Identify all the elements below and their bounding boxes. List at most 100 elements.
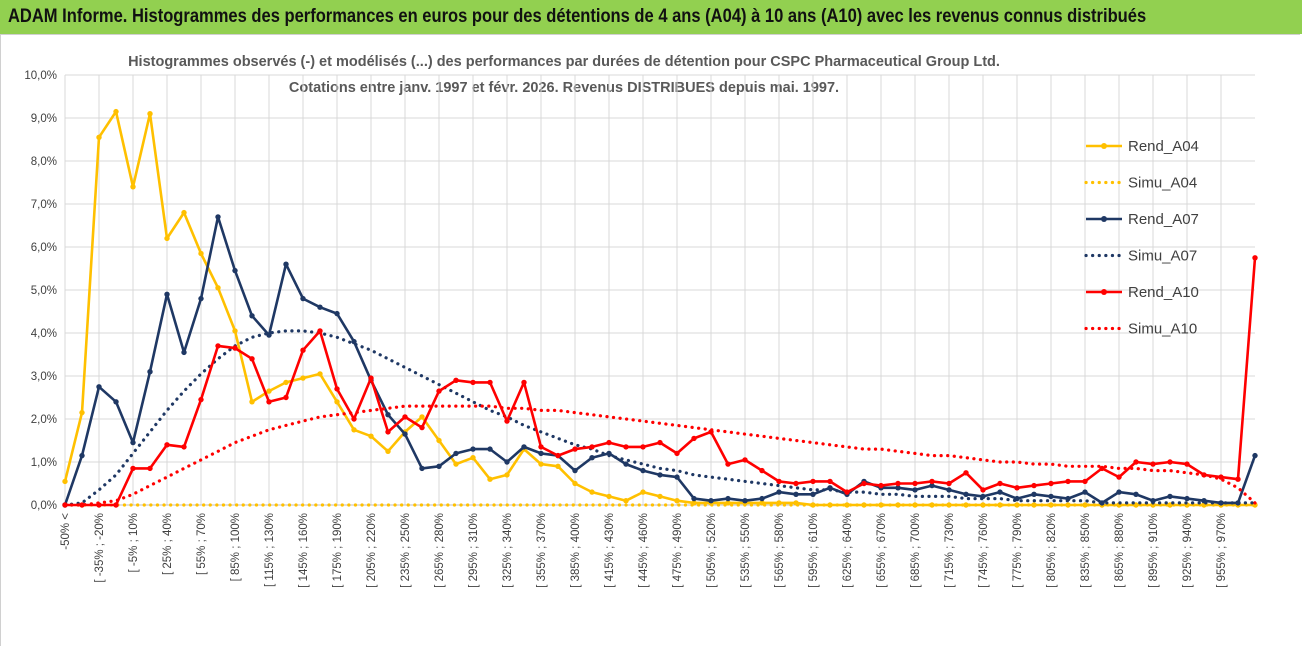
data-point-rend-a10 <box>283 394 289 401</box>
data-point-rend-a10 <box>300 347 306 353</box>
data-point-rend-a04 <box>606 493 612 500</box>
data-point-rend-a07 <box>963 491 969 497</box>
data-point-rend-a04 <box>164 235 170 242</box>
data-point-rend-a07 <box>130 439 136 446</box>
data-point-rend-a07 <box>572 467 578 474</box>
x-tick-label: [ 175% ; 190% <box>332 513 344 588</box>
y-tick-label: 2,0% <box>31 414 57 426</box>
data-point-rend-a10 <box>776 478 782 485</box>
data-point-rend-a10 <box>810 478 816 485</box>
x-tick-label: [ -35% ; -20% <box>94 513 106 583</box>
data-point-rend-a10 <box>878 482 884 489</box>
data-point-rend-a04 <box>130 184 136 190</box>
header-title: ADAM Informe. Histogrammes des performan… <box>8 6 1147 27</box>
data-point-rend-a07 <box>419 465 425 472</box>
data-point-rend-a07 <box>96 384 102 390</box>
data-point-rend-a07 <box>79 452 85 459</box>
y-tick-label: 8,0% <box>31 156 57 168</box>
data-point-rend-a07 <box>487 446 493 452</box>
data-point-rend-a04 <box>623 498 629 504</box>
data-point-rend-a07 <box>164 291 170 297</box>
y-tick-label: 7,0% <box>31 199 57 211</box>
data-point-rend-a07 <box>1031 491 1037 497</box>
data-point-rend-a07 <box>249 313 255 319</box>
data-point-rend-a10 <box>929 478 935 485</box>
data-point-rend-a10 <box>487 379 493 386</box>
data-point-rend-a10 <box>691 435 697 442</box>
data-point-rend-a04 <box>538 461 544 467</box>
y-tick-label: 3,0% <box>31 371 57 383</box>
x-tick-label: [ 745% ; 760% <box>978 513 990 588</box>
data-point-rend-a10 <box>997 480 1003 487</box>
header-banner: ADAM Informe. Histogrammes des performan… <box>0 0 1302 34</box>
data-point-rend-a07 <box>1082 489 1088 495</box>
legend-marker-rend-a07 <box>1101 216 1107 222</box>
data-point-rend-a04 <box>929 502 935 508</box>
data-point-rend-a07 <box>453 450 459 457</box>
data-point-rend-a04 <box>317 371 323 377</box>
x-tick-label: [ 55% ; 70% <box>196 513 208 575</box>
data-point-rend-a10 <box>861 480 867 487</box>
data-point-rend-a04 <box>674 498 680 504</box>
data-point-rend-a10 <box>1150 461 1156 467</box>
data-point-rend-a10 <box>470 379 476 386</box>
data-point-rend-a10 <box>266 399 272 405</box>
data-point-rend-a10 <box>980 487 986 493</box>
data-point-rend-a10 <box>79 502 85 508</box>
data-point-rend-a04 <box>640 489 646 495</box>
data-point-rend-a04 <box>844 502 850 508</box>
y-tick-label: 9,0% <box>31 113 57 125</box>
x-tick-label: [ 925% ; 940% <box>1182 513 1194 588</box>
y-tick-label: 6,0% <box>31 242 57 254</box>
data-point-rend-a07 <box>215 214 221 220</box>
series-line-simu-a10 <box>63 404 1257 507</box>
data-point-rend-a07 <box>385 412 391 418</box>
data-point-rend-a07 <box>776 489 782 495</box>
x-tick-label: [ 145% ; 160% <box>298 513 310 588</box>
x-tick-label: [ 115% ; 130% <box>264 513 276 587</box>
line-chart: Histogrammes observés (-) et modélisés (… <box>1 35 1301 647</box>
data-point-rend-a10 <box>181 444 187 450</box>
data-point-rend-a07 <box>742 498 748 504</box>
x-tick-label: [ 205% ; 220% <box>366 513 378 588</box>
data-point-rend-a04 <box>266 388 272 394</box>
data-point-rend-a04 <box>215 285 221 291</box>
data-point-rend-a10 <box>368 375 374 381</box>
x-tick-label: [ 25% ; 40% <box>162 513 174 575</box>
data-point-rend-a10 <box>130 465 136 472</box>
x-tick-label: [ 325% ; 340% <box>502 513 514 588</box>
x-tick-label: [ 625% ; 640% <box>842 513 854 588</box>
x-tick-label: [ 445% ; 460% <box>638 513 650 588</box>
data-point-rend-a10 <box>674 450 680 457</box>
data-point-rend-a07 <box>708 498 714 504</box>
x-tick-label: [ 535% ; 550% <box>740 513 752 588</box>
data-point-rend-a07 <box>1048 493 1054 500</box>
data-point-rend-a04 <box>283 379 289 386</box>
data-point-rend-a10 <box>1133 459 1139 465</box>
x-tick-label: [ 775% ; 790% <box>1012 513 1024 588</box>
data-point-rend-a10 <box>912 480 918 487</box>
data-point-rend-a10 <box>759 467 765 474</box>
data-point-rend-a07 <box>113 399 119 405</box>
data-point-rend-a07 <box>589 455 595 461</box>
x-tick-label: [ 85% ; 100% <box>230 513 242 581</box>
x-tick-label: [ 835% ; 850% <box>1080 513 1092 588</box>
data-point-rend-a07 <box>317 304 323 310</box>
data-point-rend-a07 <box>929 482 935 489</box>
data-point-rend-a07 <box>470 446 476 452</box>
data-point-rend-a10 <box>606 439 612 446</box>
data-point-rend-a10 <box>113 502 119 508</box>
data-point-rend-a10 <box>895 480 901 487</box>
data-point-rend-a07 <box>198 295 204 302</box>
data-point-rend-a04 <box>1048 502 1054 508</box>
x-tick-label: [ 505% ; 520% <box>706 513 718 588</box>
data-point-rend-a07 <box>640 467 646 474</box>
data-point-rend-a04 <box>79 409 85 416</box>
y-tick-label: 5,0% <box>31 285 57 297</box>
data-point-rend-a07 <box>1184 495 1190 502</box>
data-point-rend-a04 <box>1082 502 1088 508</box>
data-point-rend-a10 <box>249 356 255 362</box>
legend-label-rend-a07: Rend_A07 <box>1128 211 1199 228</box>
data-point-rend-a07 <box>725 495 731 502</box>
data-point-rend-a04 <box>487 476 493 482</box>
